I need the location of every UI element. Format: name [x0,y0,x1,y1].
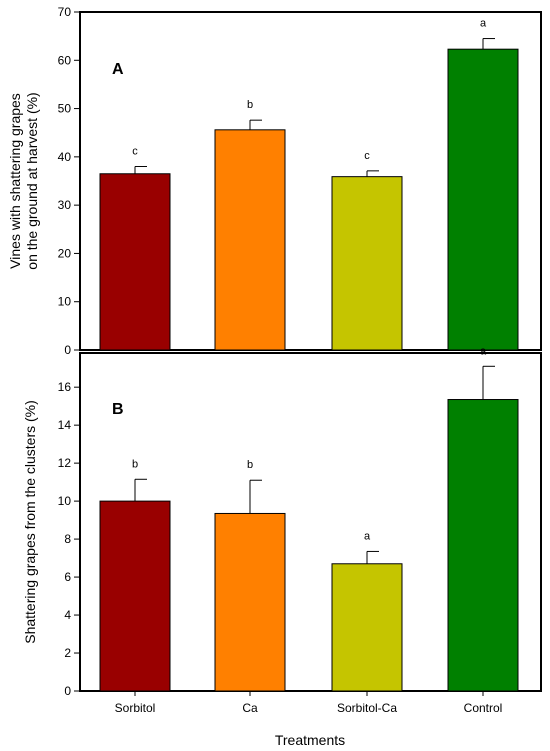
panel-a-y-axis-title-line-0: Vines with shattering grapes [7,93,23,269]
panel-b-y-tick-label-3: 6 [64,570,71,584]
x-tick-label-3: Control [464,701,503,715]
panel-a-bar-1 [214,129,286,351]
panel-a-y-tick-label-4: 40 [58,150,72,164]
panel-a-significance-1: b [247,99,253,111]
panel-a-y-tick-label-0: 0 [64,343,71,357]
panel-b-significance-2: a [364,530,371,542]
panel-b-bar-3 [447,399,519,692]
panel-a-significance-3: a [480,18,487,30]
panel-b-label: B [112,401,124,418]
panel-b: 0 2 4 6 8 10 12 14 16 Shattering grapes from the … [22,345,542,698]
panel-b-frame [79,352,542,692]
panel-b-significance-0: b [132,458,138,470]
panel-b-y-tick-label-8: 16 [58,380,72,394]
panel-a-y-tick-label-2: 20 [58,246,72,260]
panel-b-y-tick-label-2: 4 [64,608,71,622]
panel-a-bar-3 [447,48,519,351]
panel-a-y-axis-title-line-1: on the ground at harvest (%) [24,92,40,269]
x-tick-label-2: Sorbitol-Ca [337,701,397,715]
panel-b-y-tick-label-7: 14 [58,418,72,432]
panel-b-y-tick-label-5: 10 [58,494,72,508]
panel-b-bar-2 [331,563,403,692]
panel-b-bar-0 [99,500,171,692]
panel-b-y-axis-title-line-0: Shattering grapes from the clusters (%) [22,400,38,644]
panel-b-y-tick-label-4: 8 [64,532,71,546]
panel-b-significance-3: a [480,345,487,357]
panel-a-y-tick-label-6: 60 [58,53,72,67]
panel-b-significance-1: b [247,459,253,471]
panel-a-y-tick-label-1: 10 [58,295,72,309]
panel-b-y-tick-label-0: 0 [64,684,71,698]
x-tick-label-1: Ca [242,701,258,715]
x-axis-title: Treatments [275,732,345,748]
panel-b-y-tick-label-6: 12 [58,456,72,470]
panel-b-bar-1 [214,512,286,692]
panel-a-y-tick-label-3: 30 [58,198,72,212]
panel-b-y-tick-label-1: 2 [64,646,71,660]
panel-a-frame [79,11,542,351]
panel-a-y-tick-label-5: 50 [58,102,72,116]
panel-a-label: A [112,61,124,78]
panel-a-bar-2 [331,176,403,351]
panel-a-significance-2: c [364,150,370,162]
panel-a-y-tick-label-7: 70 [58,5,72,19]
x-tick-label-0: Sorbitol [115,701,156,715]
panel-a-bar-0 [99,173,171,351]
panel-a-significance-0: c [132,146,138,158]
panel-a: 0 10 20 30 40 50 60 70 Vines with shattering gra… [7,5,542,357]
x-axis: Sorbitol Ca Sorbitol-Ca Control [115,691,503,715]
